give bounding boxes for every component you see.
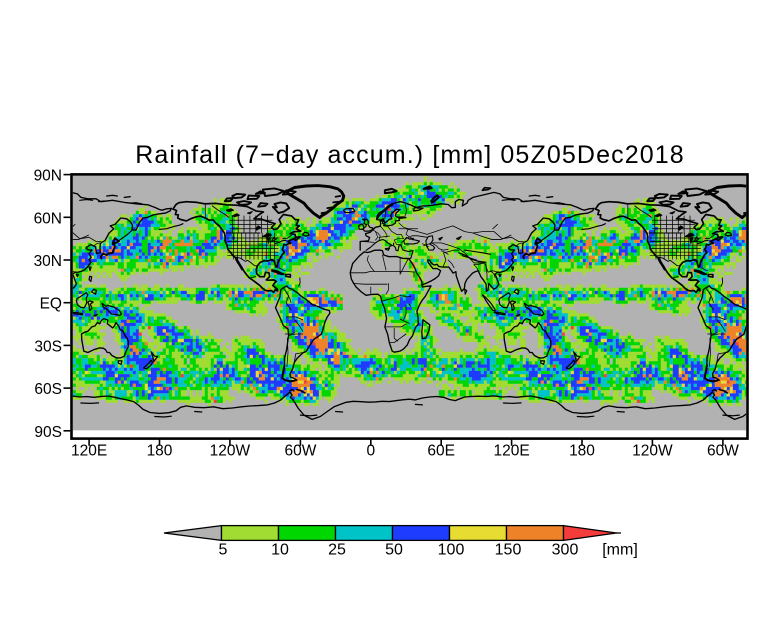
svg-text:150: 150 — [495, 542, 522, 559]
svg-text:60S: 60S — [34, 381, 62, 398]
svg-text:60W: 60W — [707, 443, 739, 460]
svg-text:30S: 30S — [34, 338, 62, 355]
svg-text:180: 180 — [569, 443, 595, 460]
svg-text:5: 5 — [219, 542, 228, 559]
svg-text:50: 50 — [385, 542, 403, 559]
svg-text:EQ: EQ — [40, 296, 62, 313]
svg-text:300: 300 — [552, 542, 579, 559]
svg-text:100: 100 — [438, 542, 465, 559]
svg-text:30N: 30N — [34, 253, 62, 270]
svg-text:60E: 60E — [427, 443, 455, 460]
svg-text:120W: 120W — [210, 443, 251, 460]
svg-text:25: 25 — [328, 542, 346, 559]
svg-text:120W: 120W — [632, 443, 673, 460]
svg-text:120E: 120E — [71, 443, 107, 460]
svg-text:90S: 90S — [34, 424, 62, 441]
svg-text:10: 10 — [271, 542, 289, 559]
svg-text:Rainfall (7−day accum.) [mm] 0: Rainfall (7−day accum.) [mm] 05Z05Dec201… — [135, 141, 685, 169]
svg-text:60W: 60W — [284, 443, 316, 460]
svg-text:60N: 60N — [34, 210, 62, 227]
svg-text:0: 0 — [366, 443, 375, 460]
svg-text:90N: 90N — [34, 168, 62, 185]
svg-text:180: 180 — [147, 443, 173, 460]
svg-text:120E: 120E — [493, 443, 529, 460]
svg-text:[mm]: [mm] — [602, 542, 638, 559]
